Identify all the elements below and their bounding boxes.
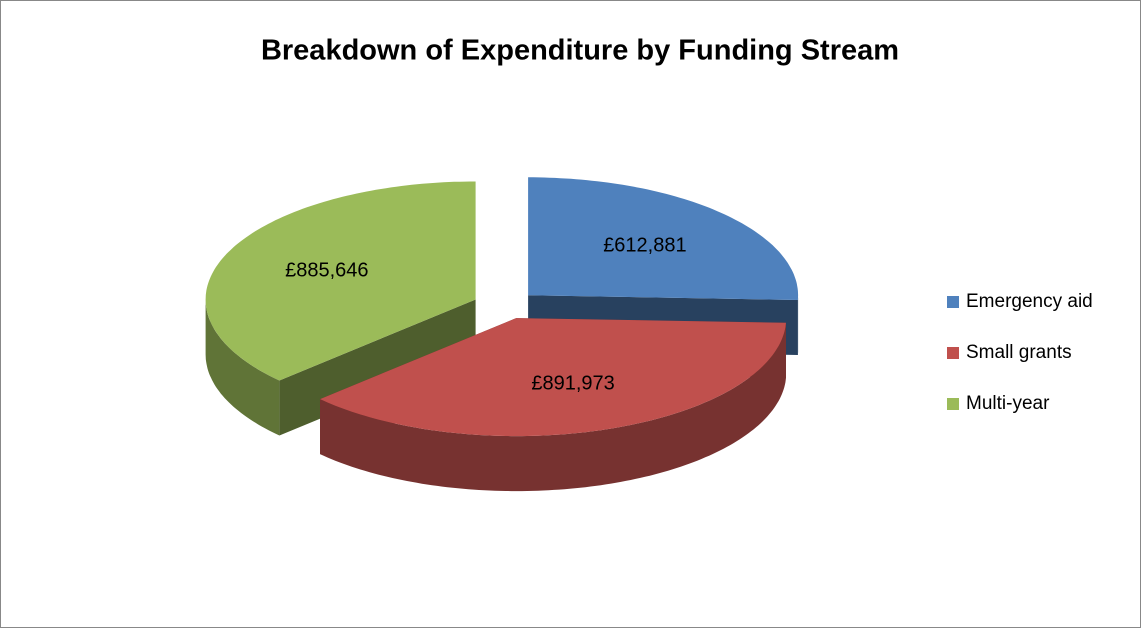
data-label: £612,881 [603,235,686,257]
legend-swatch [947,398,959,410]
slice [205,181,476,381]
data-label: £891,973 [531,373,614,395]
legend-swatch [947,347,959,359]
legend-label: Small grants [966,342,1072,363]
slice-side [205,299,280,436]
legend-label: Multi-year [966,393,1050,414]
legend-swatch [947,296,959,308]
slice-side [320,322,786,492]
chart-title: Breakdown of Expenditure by Funding Stre… [261,35,899,67]
slice [320,318,786,437]
slice [528,177,799,300]
legend-label: Emergency aid [966,291,1093,312]
data-label: £885,646 [285,260,368,282]
